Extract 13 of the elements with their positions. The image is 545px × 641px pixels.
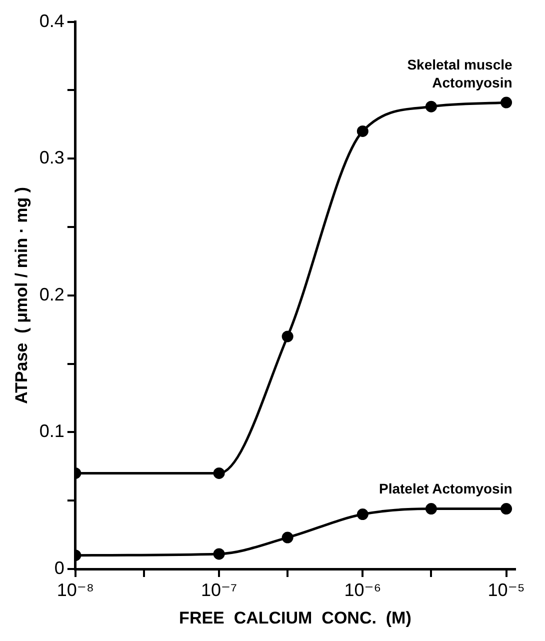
y-tick-label: 0.3 [39, 148, 64, 168]
x-tick-label: 10⁻⁸ [56, 580, 94, 600]
x-tick-label: 10⁻⁵ [488, 580, 525, 600]
series-label: Platelet Actomyosin [378, 480, 512, 497]
series-label: Skeletal muscle Actomyosin [407, 56, 512, 90]
y-tick-label: 0.1 [39, 421, 64, 442]
x-axis-title: FREE CALCIUM CONC. (M) [179, 608, 412, 628]
x-tick-label: 10⁻⁷ [201, 580, 238, 600]
y-tick-label: 0.2 [39, 284, 64, 304]
y-tick-label: 0 [54, 558, 64, 578]
y-axis-title: ATPase ( μmol / min · mg ) [12, 186, 31, 404]
x-tick-label: 10⁻⁶ [344, 580, 382, 600]
y-tick-label: 0.4 [39, 10, 64, 31]
